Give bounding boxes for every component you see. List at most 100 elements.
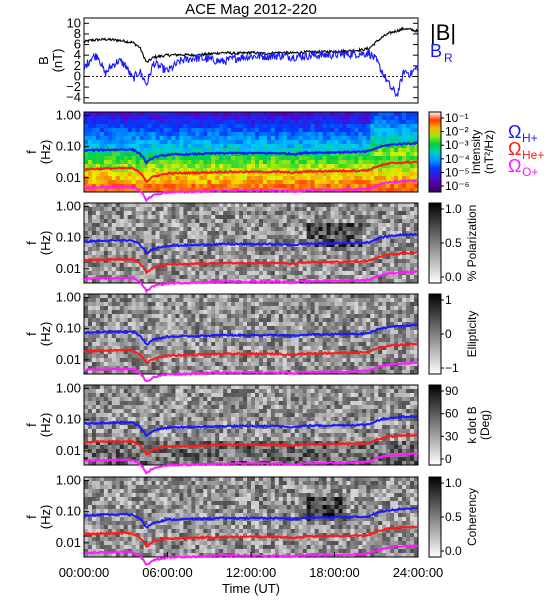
heatmap-cell (84, 203, 89, 208)
heatmap-cell (239, 298, 244, 303)
heatmap-cell (175, 338, 180, 343)
heatmap-cell (235, 247, 240, 252)
heatmap-cell (151, 334, 156, 339)
heatmap-cell (91, 362, 97, 367)
heatmap-cell (159, 298, 164, 303)
heatmap-cell (346, 294, 351, 299)
heatmap-cell (318, 144, 323, 149)
heatmap-cell (258, 255, 264, 260)
heatmap-cell (203, 168, 208, 173)
heatmap-cell (270, 231, 276, 236)
heatmap-cell (258, 358, 264, 363)
heatmap-cell (207, 227, 212, 232)
heatmap-cell (99, 279, 105, 284)
heatmap-cell (231, 203, 236, 208)
heatmap-cell (183, 215, 188, 220)
heatmap-cell (183, 235, 188, 240)
heatmap-cell (123, 263, 129, 268)
heatmap-cell (179, 247, 184, 252)
heatmap-cell (306, 322, 312, 327)
heatmap-cell (95, 160, 101, 165)
heatmap-cell (207, 251, 212, 256)
heatmap-cell (382, 215, 387, 220)
heatmap-cell (254, 330, 260, 335)
heatmap-cell (239, 176, 244, 181)
heatmap-cell (378, 302, 383, 307)
heatmap-cell (298, 164, 304, 169)
heatmap-cell (398, 136, 403, 141)
heatmap-cell (131, 172, 137, 177)
heatmap-cell (410, 203, 415, 208)
heatmap-cell (167, 370, 172, 375)
heatmap-cell (247, 231, 252, 236)
heatmap-cell (215, 306, 220, 311)
heatmap-cell (91, 279, 97, 284)
heatmap-cell (254, 294, 260, 299)
heatmap-cell (139, 239, 145, 244)
heatmap-cell (314, 168, 319, 173)
heatmap-cell (191, 180, 196, 185)
heatmap-cell (207, 176, 212, 181)
heatmap-cell (262, 227, 268, 232)
heatmap-cell (227, 255, 232, 260)
heatmap-cell (107, 334, 113, 339)
heatmap-cell (298, 314, 304, 319)
heatmap-cell (354, 338, 359, 343)
heatmap-cell (199, 350, 204, 355)
heatmap-cell (175, 231, 180, 236)
heatmap-cell (350, 275, 355, 280)
heatmap-cell (231, 350, 236, 355)
heatmap-cell (115, 140, 121, 145)
heatmap-cell (338, 255, 343, 260)
heatmap-cell (282, 160, 288, 165)
heatmap-cell (159, 215, 164, 220)
heatmap-cell (163, 144, 168, 149)
heatmap-cell (258, 112, 264, 117)
heatmap-cell (302, 310, 308, 315)
heatmap-cell (84, 255, 89, 260)
heatmap-cell (314, 334, 319, 339)
heatmap-cell (338, 136, 343, 141)
heatmap-cell (91, 251, 97, 256)
heatmap-cell (147, 164, 152, 169)
heatmap-cell (346, 362, 351, 367)
heatmap-cell (123, 271, 129, 276)
heatmap-cell (87, 346, 93, 351)
heatmap-cell (187, 148, 192, 153)
heatmap-cell (199, 318, 204, 323)
heatmap-cell (131, 326, 137, 331)
heatmap-cell (239, 322, 244, 327)
heatmap-cell (326, 247, 331, 252)
heatmap-cell (171, 271, 176, 276)
heatmap-cell (302, 128, 308, 133)
heatmap-cell (386, 263, 391, 268)
heatmap-cell (207, 156, 212, 161)
heatmap-cell (346, 342, 351, 347)
heatmap-cell (322, 259, 327, 264)
heatmap-cell (219, 120, 224, 125)
heatmap-cell (203, 112, 208, 117)
heatmap-cell (199, 120, 204, 125)
heatmap-cell (163, 211, 168, 216)
heatmap-cell (111, 294, 117, 299)
heatmap-cell (135, 152, 141, 157)
heatmap-cell (223, 326, 228, 331)
heatmap-cell (139, 326, 145, 331)
heatmap-cell (310, 342, 316, 347)
heatmap-cell (183, 164, 188, 169)
heatmap-cell (123, 203, 129, 208)
heatmap-cell (278, 148, 284, 153)
heatmap-cell (278, 235, 284, 240)
heatmap-cell (211, 354, 216, 359)
heatmap-cell (103, 203, 109, 208)
heatmap-cell (191, 259, 196, 264)
heatmap-cell (231, 152, 236, 157)
heatmap-cell (127, 247, 133, 252)
heatmap-cell (199, 255, 204, 260)
heatmap-cell (163, 362, 168, 367)
heatmap-cell (167, 326, 172, 331)
heatmap-cell (362, 294, 367, 299)
heatmap-cell (219, 275, 224, 280)
heatmap-cell (374, 239, 379, 244)
heatmap-cell (306, 243, 312, 248)
